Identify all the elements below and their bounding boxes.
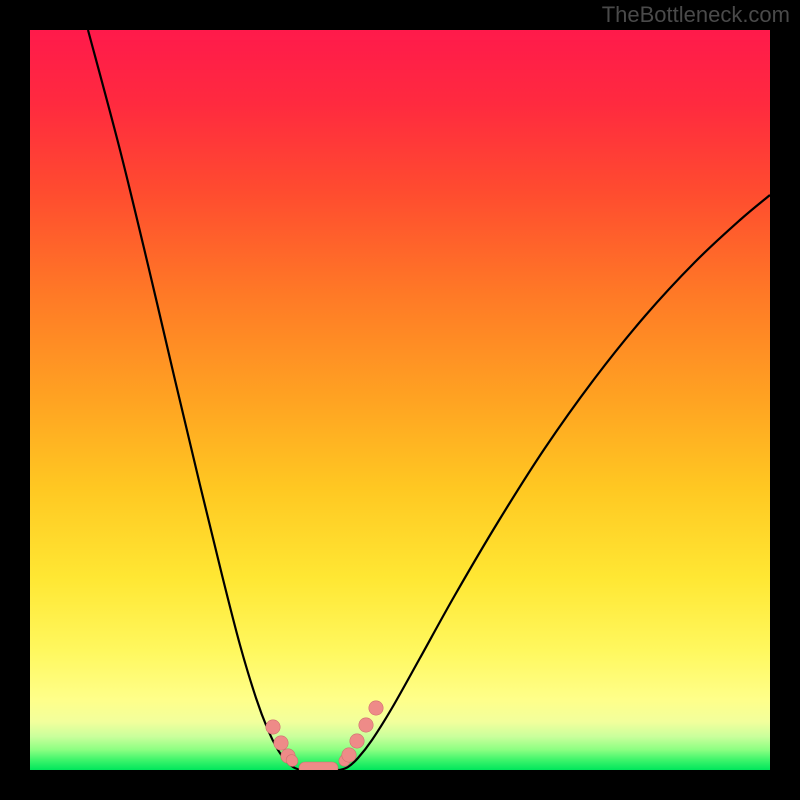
watermark-text: TheBottleneck.com <box>602 2 790 28</box>
marker-dot <box>274 736 288 750</box>
marker-dot <box>350 734 364 748</box>
marker-dot <box>266 720 280 734</box>
bottleneck-chart <box>0 0 800 800</box>
marker-dot <box>342 748 356 762</box>
marker-dot <box>369 701 383 715</box>
plot-background <box>30 30 770 770</box>
chart-frame: TheBottleneck.com <box>0 0 800 800</box>
marker-dot <box>359 718 373 732</box>
